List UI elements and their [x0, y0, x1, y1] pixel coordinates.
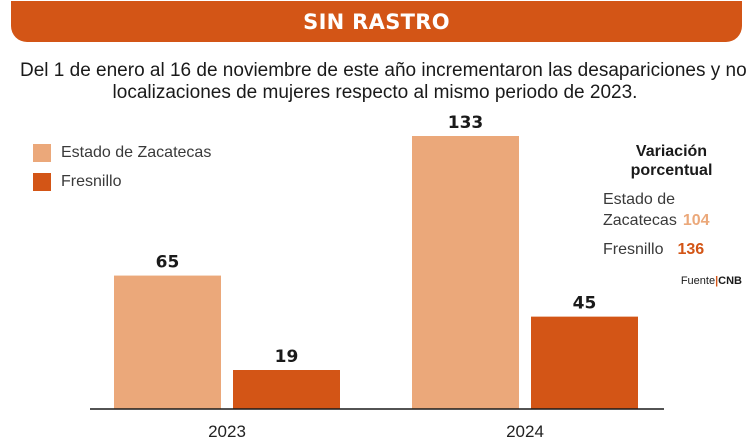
legend-item-fresnillo: Fresnillo — [33, 172, 211, 192]
legend-item-estado: Estado de Zacatecas — [33, 143, 211, 163]
bar-fresnillo-2023 — [233, 370, 340, 409]
variation-estado-label-1: Estado de — [603, 191, 676, 208]
source-separator: | — [715, 275, 719, 287]
legend-label-fresnillo: Fresnillo — [61, 173, 122, 190]
chart-subtitle: Del 1 de enero al 16 de noviembre de est… — [20, 60, 747, 104]
bar-estado-2023 — [114, 275, 221, 409]
variation-estado-value: 104 — [682, 212, 710, 229]
title-banner: SIN RASTRO — [11, 1, 742, 42]
x-tick-label-2023: 2023 — [208, 422, 246, 441]
data-label-estado-2024: 133 — [448, 113, 484, 133]
variation-fresnillo-label: Fresnillo — [603, 241, 664, 258]
source-credit: Fuente|CNB — [681, 275, 742, 287]
variation-title: Variación porcentual — [595, 142, 748, 180]
source-name: CNB — [718, 275, 742, 287]
variation-estado: Estado de Zacatecas 104 — [603, 189, 748, 231]
legend-label-estado: Estado de Zacatecas — [61, 144, 212, 161]
variation-fresnillo: Fresnillo 136 — [603, 239, 748, 260]
legend-swatch-estado — [33, 144, 51, 162]
chart-title: SIN RASTRO — [303, 9, 450, 34]
source-label: Fuente — [680, 275, 716, 287]
variation-fresnillo-value: 136 — [677, 241, 705, 258]
subtitle-line-1: Del 1 de enero al 16 de noviembre de est… — [20, 60, 747, 81]
data-label-fresnillo-2024: 45 — [573, 294, 597, 314]
bar-fresnillo-2024 — [531, 316, 638, 409]
legend-swatch-fresnillo — [33, 173, 51, 191]
data-label-fresnillo-2023: 19 — [275, 347, 299, 367]
variation-estado-label-2: Zacatecas — [603, 212, 677, 229]
legend: Estado de Zacatecas Fresnillo — [33, 143, 211, 201]
x-tick-label-2024: 2024 — [506, 422, 544, 441]
variation-title-line-1: Variación — [635, 143, 708, 160]
bar-estado-2024 — [412, 136, 519, 409]
variation-title-line-2: porcentual — [630, 162, 713, 179]
variation-panel: Variación porcentual Estado de Zacatecas… — [603, 142, 748, 260]
subtitle-line-2: localizaciones de mujeres respecto al mi… — [112, 82, 638, 103]
data-label-estado-2023: 65 — [156, 253, 180, 273]
